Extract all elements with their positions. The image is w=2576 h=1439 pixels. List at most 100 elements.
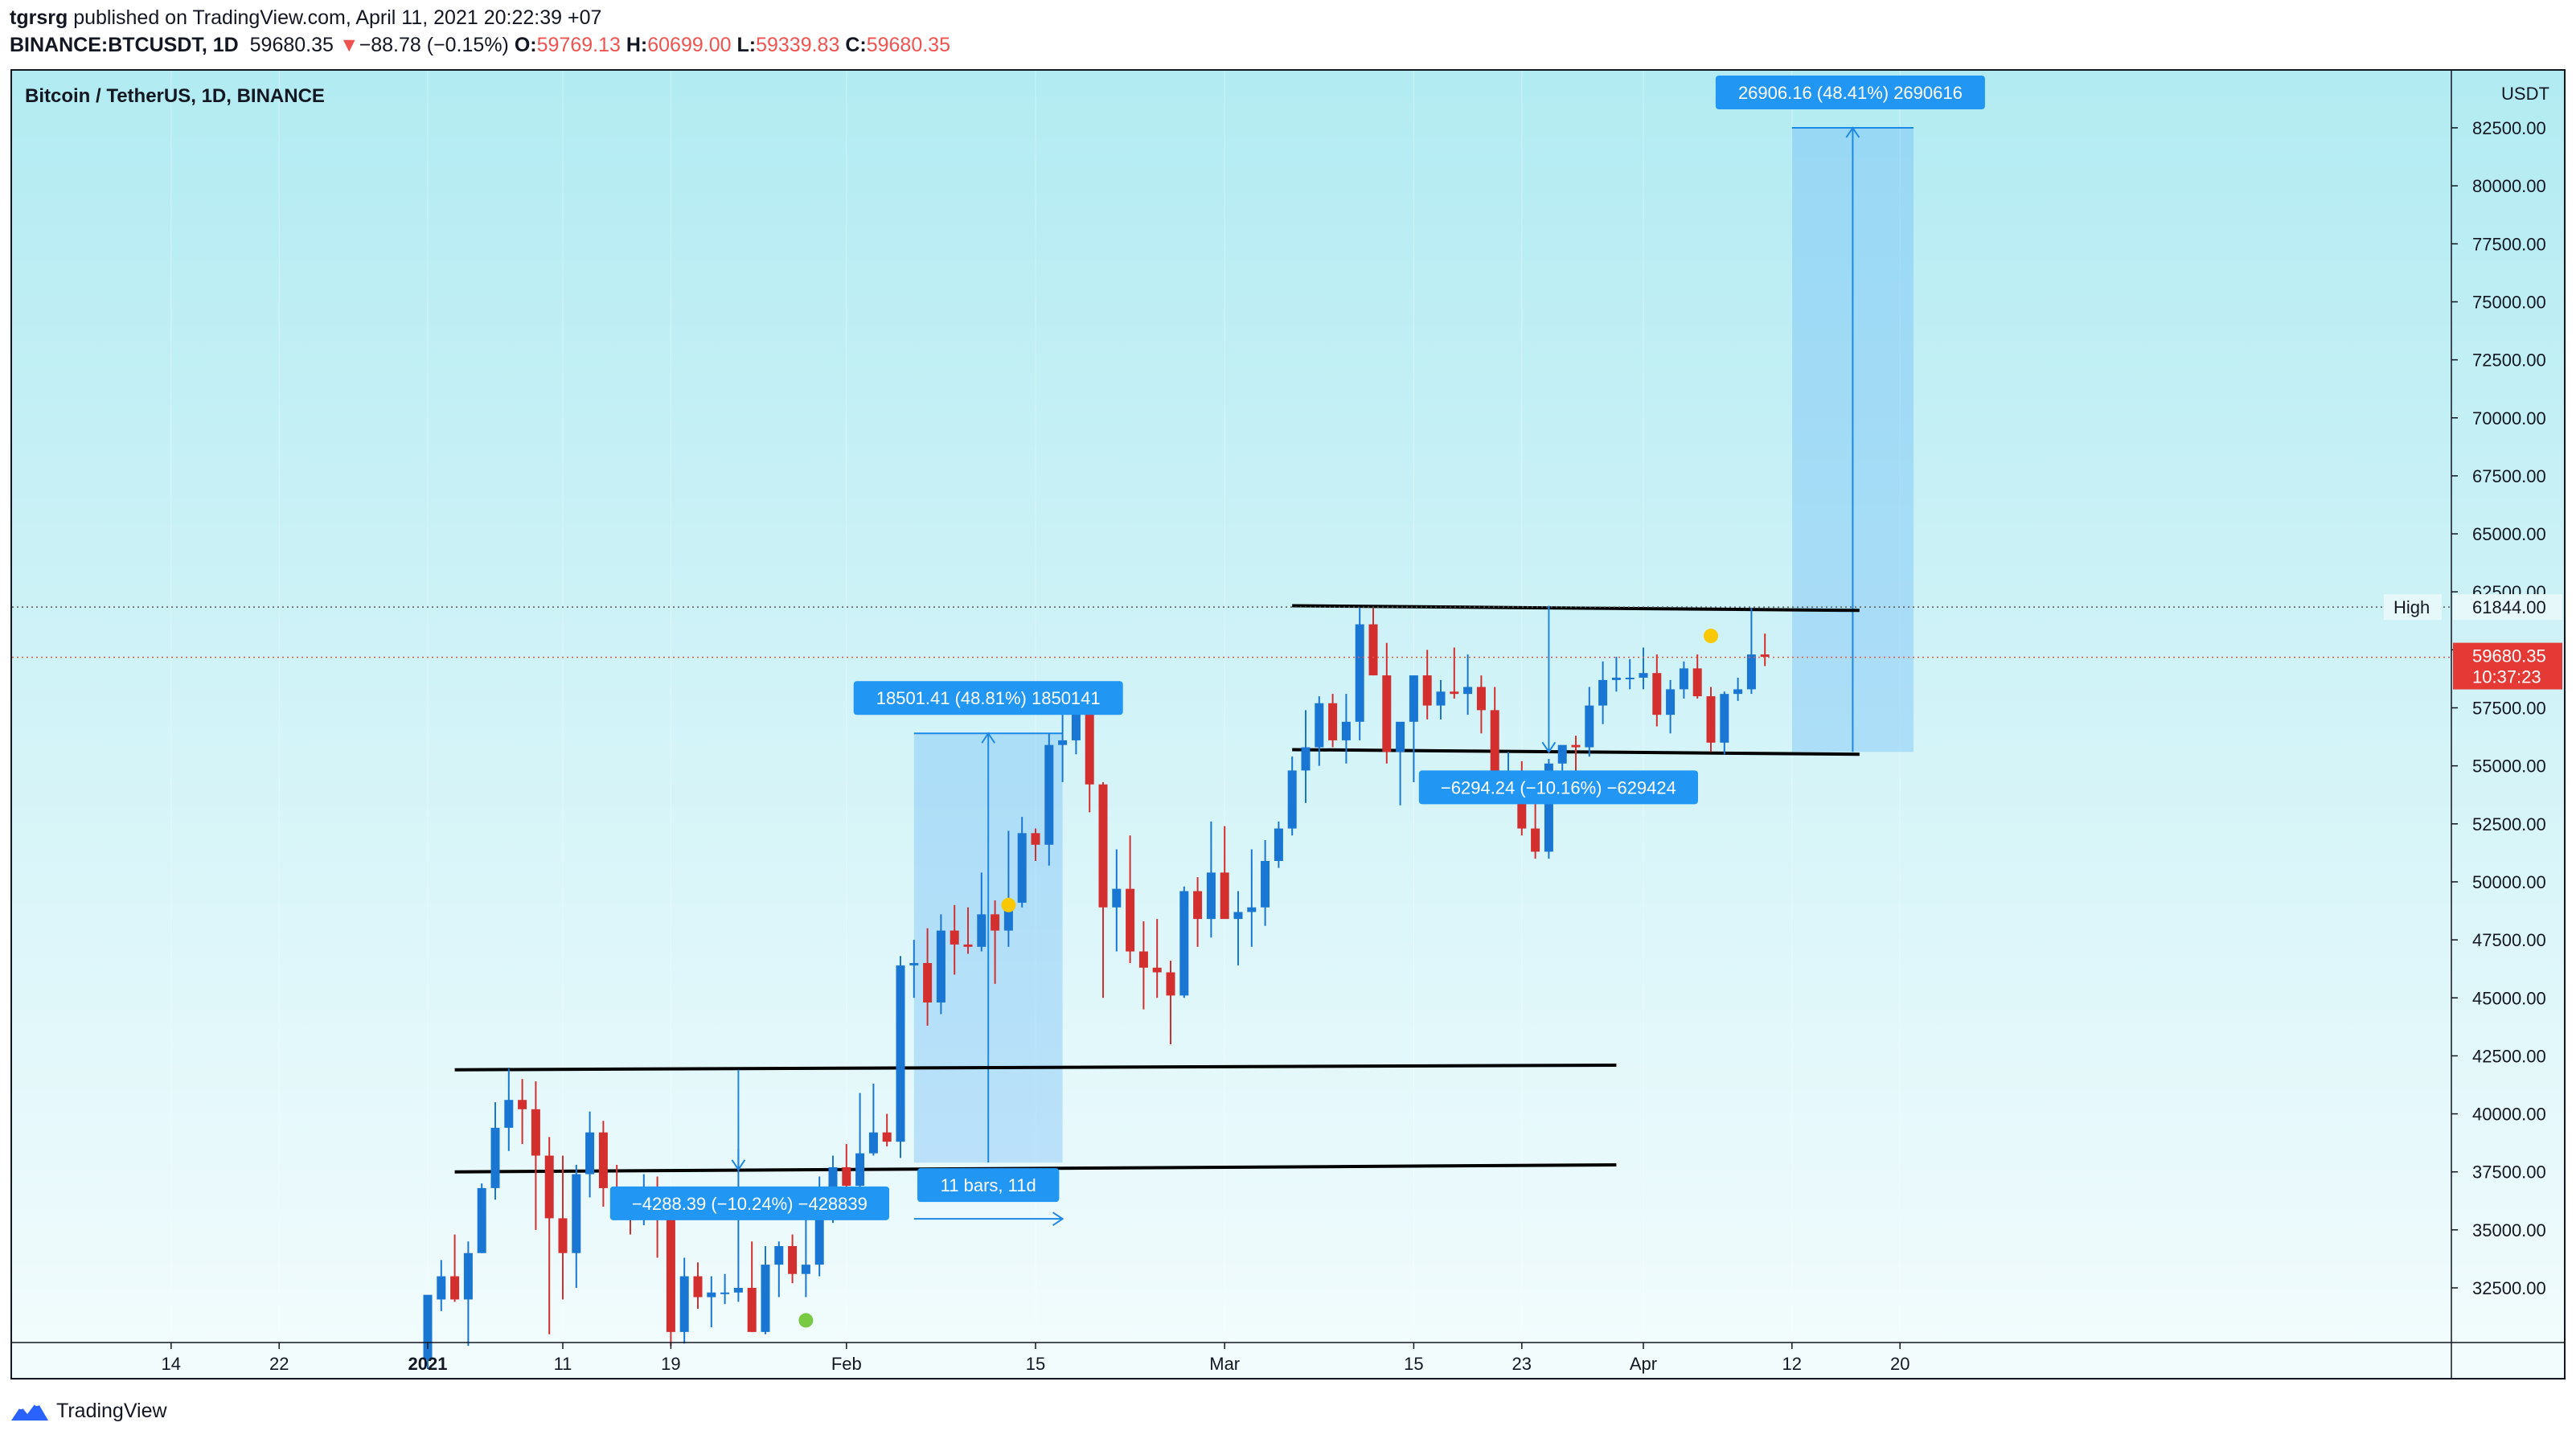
high-value: 60699.00	[647, 34, 732, 56]
candle-up	[490, 1127, 500, 1188]
price-tick-label: 57500.00	[2472, 699, 2546, 719]
price-tick-label: 55000.00	[2472, 756, 2546, 777]
time-tick-label: 20	[1890, 1354, 1909, 1374]
candle-up	[1679, 668, 1688, 690]
grid	[170, 71, 1901, 1343]
measure-label-feb-bg	[853, 681, 1123, 715]
change-arrow-icon: ▼	[338, 34, 359, 56]
candle-up	[1112, 888, 1122, 908]
candle-down	[1531, 828, 1540, 852]
quote-line: BINANCE:BTCUSDT, 1D 59680.35 ▼−88.78 (−0…	[10, 34, 950, 57]
price-tick-label: 35000.00	[2472, 1220, 2546, 1240]
measure-label-feb: 18501.41 (48.81%) 1850141	[876, 688, 1101, 708]
price-axis[interactable]: USDT 32500.00 35000.00 37500.00 40000.00 4250…	[2384, 71, 2562, 1378]
candle-up	[1396, 721, 1405, 752]
time-tick-label: Apr	[1630, 1354, 1657, 1374]
time-tick-label: 14	[162, 1354, 181, 1374]
candle-down	[1571, 744, 1581, 748]
candle-up	[1625, 677, 1635, 679]
candle-down	[693, 1276, 703, 1298]
time-tick-label: 15	[1404, 1354, 1423, 1374]
candle-up	[477, 1187, 486, 1253]
signal-marker	[1704, 629, 1718, 644]
candle-down	[1652, 673, 1662, 715]
candle-up	[761, 1265, 770, 1332]
price-tick-label: 42500.00	[2472, 1046, 2546, 1066]
current-price-label: 59680.35	[2472, 646, 2546, 666]
candle-up	[679, 1276, 689, 1332]
candle-down	[558, 1218, 568, 1253]
price-tick-label: 82500.00	[2472, 118, 2546, 138]
open-value: 59769.13	[536, 34, 621, 56]
candle-up	[1585, 705, 1594, 748]
candle-up	[1003, 902, 1013, 931]
trendline-1[interactable]	[454, 1063, 1617, 1072]
candle-up	[1598, 679, 1608, 706]
candle-up	[1611, 677, 1621, 680]
candle-up	[1409, 675, 1418, 722]
low-label: L:	[736, 34, 757, 56]
header: tgrsrg published on TradingView.com, Apr…	[0, 0, 2576, 68]
drop-measure-arrowhead	[731, 1159, 746, 1171]
candle-up	[1179, 891, 1189, 996]
candle-up	[1639, 673, 1648, 678]
candle-down	[923, 962, 933, 1003]
time-tick-label: Mar	[1209, 1354, 1240, 1374]
candle-up	[1017, 833, 1027, 903]
time-tick-label: 15	[1026, 1354, 1045, 1374]
tradingview-brand[interactable]: TradingView	[10, 1397, 167, 1425]
candle-up	[463, 1252, 473, 1300]
candle-up	[1233, 912, 1243, 920]
candle-up	[1436, 691, 1446, 706]
candle-up	[733, 1288, 743, 1293]
price-tick-label: 65000.00	[2472, 524, 2546, 544]
chart-canvas[interactable]: 18501.41 (48.81%) 1850141 11 bars, 11d −42…	[12, 71, 2564, 1378]
drop-measure-arrowhead	[1541, 741, 1557, 754]
candle-up	[1301, 747, 1311, 771]
candle-up	[1557, 744, 1567, 764]
candle-down	[544, 1155, 554, 1219]
price-tick-label: 80000.00	[2472, 176, 2546, 196]
measure-label-target: 26906.16 (48.41%) 2690616	[1738, 83, 1963, 103]
candle-up	[1274, 828, 1283, 861]
footer-brand: TradingView	[56, 1399, 167, 1422]
candle-down	[1382, 675, 1392, 752]
price-tick-label: 72500.00	[2472, 351, 2546, 371]
candle-up	[1463, 687, 1473, 695]
price-tick-label: 67500.00	[2472, 466, 2546, 486]
measure-label-mar: −6294.24 (−10.16%) −629424	[1441, 777, 1676, 797]
price-tick-label: 75000.00	[2472, 292, 2546, 312]
candle-down	[788, 1246, 798, 1274]
symbol-label: BINANCE:BTCUSDT, 1D	[10, 34, 239, 56]
signal-marker	[798, 1313, 814, 1328]
time-tick-label: 22	[269, 1354, 289, 1374]
bars-range-arrowhead	[1052, 1211, 1064, 1226]
trendline-3[interactable]	[1292, 604, 1860, 613]
candle-up	[1044, 744, 1054, 845]
low-value: 59339.83	[756, 34, 840, 56]
chart-title: Bitcoin / TetherUS, 1D, BINANCE	[25, 85, 325, 107]
candle-up	[1544, 763, 1553, 852]
candle-up	[1746, 654, 1756, 690]
candle-up	[909, 962, 919, 965]
author-link[interactable]: tgrsrg	[10, 6, 68, 29]
measure-bars-label-bg	[917, 1168, 1060, 1203]
price-tick-label: 37500.00	[2472, 1162, 2546, 1183]
publish-info: tgrsrg published on TradingView.com, Apr…	[10, 6, 601, 30]
measure-bars-label: 11 bars, 11d	[941, 1175, 1036, 1195]
candle-down	[1476, 687, 1486, 711]
chart-background	[12, 71, 2564, 1378]
candle-up	[1733, 689, 1743, 695]
candle-down	[1368, 624, 1378, 676]
tradingview-logo-icon	[11, 1400, 48, 1421]
price-tick-label: 47500.00	[2472, 930, 2546, 950]
time-axis[interactable]: 14 22 2021 11 19 Feb 15 Mar 15 23 Apr 12 20	[12, 1342, 2564, 1374]
candle-down	[1450, 691, 1459, 695]
measure-label-target-bg	[1715, 76, 1985, 109]
chart-frame[interactable]: 18501.41 (48.81%) 1850141 11 bars, 11d −42…	[10, 69, 2566, 1380]
candle-down	[666, 1206, 675, 1332]
price-tick-label: 40000.00	[2472, 1105, 2546, 1125]
candle-down	[1760, 654, 1770, 658]
high-label: High	[2393, 597, 2430, 617]
time-tick-label: 23	[1512, 1354, 1532, 1374]
